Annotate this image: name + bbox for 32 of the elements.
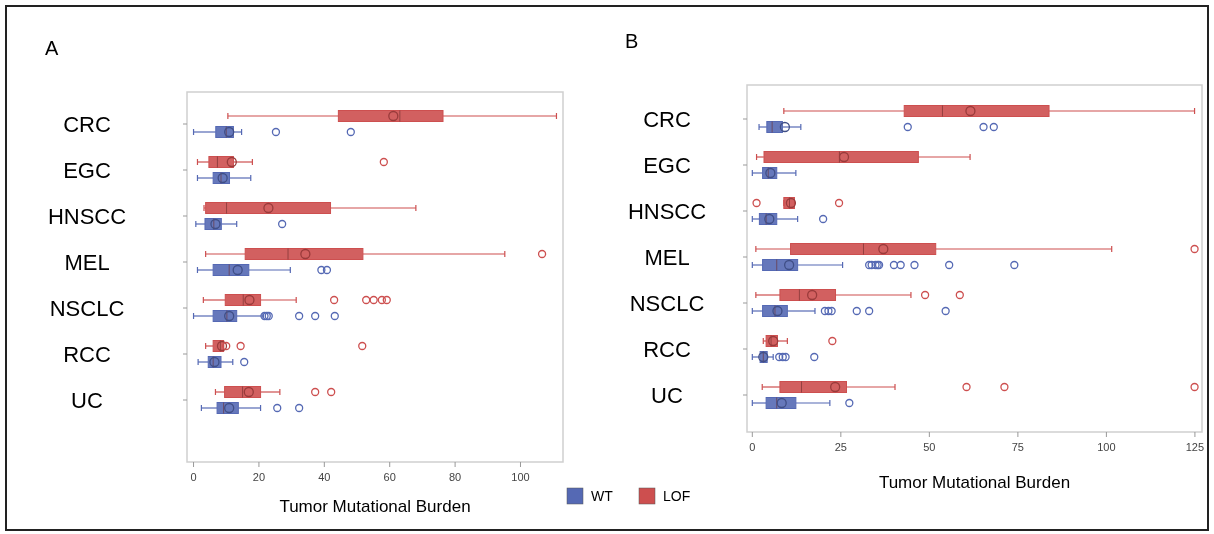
x-tick-label: 100 bbox=[511, 471, 530, 483]
y-tick-label: MEL bbox=[644, 244, 690, 270]
y-tick-label: HNSCC bbox=[627, 198, 707, 224]
chart-title: A bbox=[45, 37, 59, 59]
x-axis-title: Tumor Mutational Burden bbox=[279, 497, 471, 516]
y-tick-label: HNSCC bbox=[47, 203, 127, 229]
chart-title: B bbox=[625, 30, 639, 52]
x-tick-label: 25 bbox=[834, 441, 847, 453]
y-tick-label: RCC bbox=[643, 336, 691, 362]
y-tick-label: UC bbox=[71, 387, 103, 413]
y-tick-label: CRC bbox=[63, 111, 111, 137]
x-tick-label: 40 bbox=[318, 471, 331, 483]
x-tick-label: 50 bbox=[923, 441, 936, 453]
y-tick-label: CRC bbox=[643, 106, 691, 132]
x-tick-label: 0 bbox=[749, 441, 756, 453]
legend-label: LOF bbox=[663, 488, 691, 504]
y-tick-label: NSCLC bbox=[629, 290, 705, 316]
legend-label: WT bbox=[591, 488, 614, 504]
x-tick-label: 60 bbox=[383, 471, 396, 483]
x-tick-label: 80 bbox=[448, 471, 462, 483]
x-tick-label: 125 bbox=[1185, 441, 1205, 453]
x-tick-label: 75 bbox=[1011, 441, 1024, 453]
x-tick-label: 0 bbox=[190, 471, 197, 483]
x-tick-label: 100 bbox=[1097, 441, 1116, 453]
y-tick-label: NSCLC bbox=[49, 295, 125, 321]
x-axis-title: Tumor Mutational Burden bbox=[878, 473, 1071, 492]
y-tick-label: UC bbox=[651, 382, 683, 408]
y-tick-label: MEL bbox=[64, 249, 110, 275]
y-tick-label: EGC bbox=[643, 152, 691, 178]
y-tick-label: EGC bbox=[63, 157, 111, 183]
y-tick-label: RCC bbox=[63, 341, 111, 367]
x-tick-label: 20 bbox=[252, 471, 266, 483]
